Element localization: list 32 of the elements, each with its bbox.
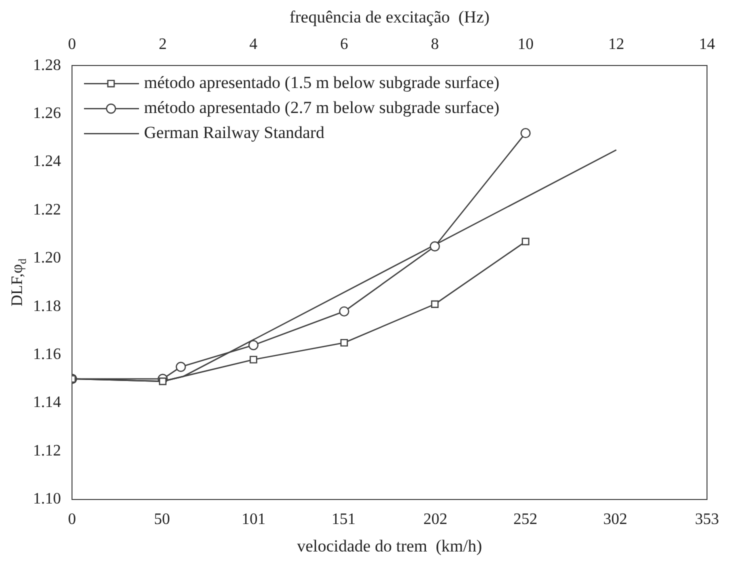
legend-label: método apresentado (1.5 m below subgrade surface): [144, 73, 500, 92]
legend-label: método apresentado (2.7 m below subgrade surface): [144, 98, 500, 118]
x-tick-label: 202: [423, 511, 448, 528]
y-tick-label: 1.28: [33, 56, 61, 74]
x-tick-label: 353: [695, 511, 719, 528]
y-tick-label: 1.24: [33, 153, 61, 170]
y-tick-label: 1.26: [33, 105, 61, 122]
x-tick-label: 151: [332, 511, 356, 528]
x2-axis-title: frequência de excitação (Hz): [289, 8, 490, 27]
x2-tick-label: 10: [518, 36, 534, 54]
x2-tick-label: 2: [158, 36, 167, 54]
y-tick-label: 1.12: [33, 442, 61, 460]
x-axis-title: velocidade do trem (km/h): [296, 536, 482, 556]
x2-tick-label: 0: [68, 36, 76, 54]
x-tick-label: 252: [513, 511, 538, 528]
y-tick-label: 1.20: [33, 250, 61, 267]
y-tick-label: 1.10: [33, 490, 61, 508]
x2-tick-label: 6: [340, 36, 348, 54]
x-tick-label: 302: [603, 511, 628, 528]
y-tick-label: 1.22: [33, 201, 61, 218]
y-axis-title: DLF,φd: [9, 258, 29, 306]
y-tick-label: 1.18: [33, 298, 61, 315]
y-tick-label: 1.16: [33, 346, 61, 364]
x2-tick-label: 4: [249, 36, 258, 54]
y-tick-label: 1.14: [33, 394, 61, 412]
x2-tick-label: 8: [430, 36, 439, 54]
x-tick-label: 0: [68, 511, 76, 528]
legend-label: German Railway Standard: [144, 123, 325, 142]
x-tick-label: 101: [242, 511, 266, 528]
x2-tick-label: 14: [699, 36, 715, 54]
x2-tick-label: 12: [608, 36, 624, 54]
x-tick-label: 50: [154, 511, 170, 528]
